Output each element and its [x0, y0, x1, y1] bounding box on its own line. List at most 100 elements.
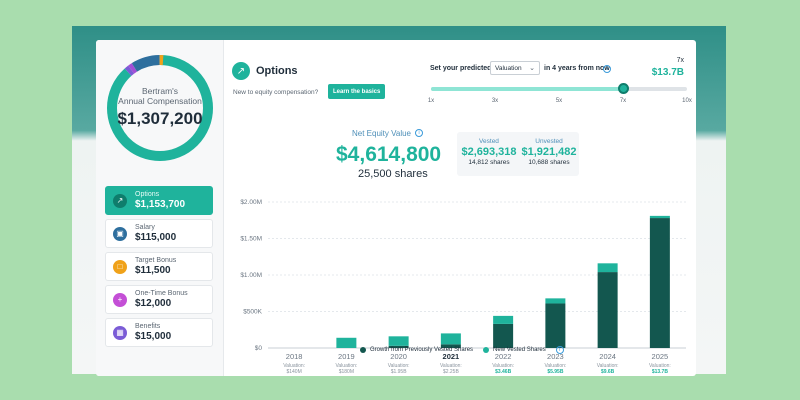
valuation-caption: Valuation:: [335, 363, 357, 369]
sidebar-item-label: Benefits: [135, 322, 161, 330]
chart-legend: Growth from Previously Vested Shares New…: [360, 346, 564, 354]
slider-ticks: 1x 3x 5x 7x 10x: [427, 98, 692, 108]
trend-up-icon: ↗: [232, 62, 250, 80]
vested-value: $2,693,318: [461, 146, 517, 158]
slider-tick-7x: 7x: [619, 98, 627, 104]
valuation-caption: Valuation:: [440, 363, 462, 369]
equity-chart: $0$500K$1.00M$1.50M$2.00M2018Valuation:$…: [240, 199, 686, 375]
vested-column: Vested $2,693,318 14,812 shares: [460, 138, 518, 166]
slider-fill: [431, 87, 623, 91]
valuation-caption: Valuation:: [388, 363, 410, 369]
valuation-value: $180M: [339, 369, 354, 375]
slider-tick-1x: 1x: [427, 98, 435, 104]
predictor-select[interactable]: Valuation ⌄: [490, 61, 540, 75]
bar-2020-vested-growth[interactable]: [388, 345, 409, 348]
valuation-caption: Valuation:: [649, 363, 671, 369]
sidebar-item-value: $15,000: [135, 330, 172, 342]
unvested-label: Unvested: [535, 138, 563, 145]
y-tick-label: $500K: [243, 309, 262, 316]
x-tick-label: 2024: [599, 352, 616, 361]
bonus-icon: □: [113, 259, 127, 274]
net-equity-value: $4,614,800: [336, 143, 442, 166]
donut-subtitle: Annual Compensation: [118, 96, 202, 106]
bar-2021-new-vested[interactable]: [440, 333, 461, 345]
employee-name: Bertram's: [141, 86, 179, 96]
bar-2024-vested-growth[interactable]: [597, 272, 618, 348]
valuation-caption: Valuation:: [492, 363, 514, 369]
valuation-caption: Valuation:: [544, 363, 566, 369]
valuation-value: $140M: [286, 369, 301, 375]
x-tick-label: 2021: [443, 352, 460, 361]
sidebar-item-salary[interactable]: ▣ Salary $115,000: [105, 219, 213, 248]
unvested-value: $1,921,482: [521, 146, 577, 158]
legend-swatch-new-vested: [483, 347, 490, 353]
valuation-slider[interactable]: [431, 83, 687, 94]
compensation-card: Bertram's Annual Compensation $1,307,200…: [96, 40, 696, 376]
unvested-column: Unvested $1,921,482 10,688 shares: [520, 138, 578, 166]
equity-prompt: New to equity compensation?: [233, 89, 319, 96]
sidebar: Bertram's Annual Compensation $1,307,200…: [96, 40, 224, 376]
x-tick-label: 2022: [495, 352, 512, 361]
cash-icon: ▣: [113, 226, 127, 241]
sidebar-item-label: Target Bonus: [135, 256, 177, 264]
slider-handle[interactable]: [618, 83, 629, 94]
multiplier-label: 7x: [676, 57, 684, 64]
predictor-label: Set your predicted: [430, 65, 492, 72]
valuation-value: $2.25B: [443, 369, 460, 375]
x-tick-label: 2020: [390, 352, 407, 361]
chevron-down-icon: ⌄: [529, 65, 535, 72]
multiplier-valuation: $13.7B: [651, 67, 684, 78]
sidebar-item-target-bonus[interactable]: □ Target Bonus $11,500: [105, 252, 213, 281]
sidebar-item-label: One-Time Bonus: [135, 289, 188, 297]
bar-2025-new-vested[interactable]: [649, 215, 670, 219]
y-tick-label: $1.00M: [240, 272, 262, 279]
legend-new-vested: New Vested Shares: [493, 347, 546, 353]
legend-swatch-vested-growth: [360, 347, 366, 353]
valuation-value: $1.95B: [391, 369, 408, 375]
x-tick-label: 2023: [547, 352, 564, 361]
sidebar-item-options[interactable]: ↗ Options $1,153,700: [105, 186, 213, 215]
x-tick-label: 2025: [652, 352, 669, 361]
valuation-value: $5.95B: [547, 369, 564, 375]
y-tick-label: $2.00M: [240, 199, 262, 206]
donut-segment-target-bonus[interactable]: [107, 55, 213, 161]
y-tick-label: $1.50M: [240, 236, 262, 243]
valuation-caption: Valuation:: [597, 363, 619, 369]
sidebar-item-one-time-bonus[interactable]: + One-Time Bonus $12,000: [105, 285, 213, 314]
bar-2023-new-vested[interactable]: [545, 298, 566, 304]
compensation-donut: [107, 55, 213, 161]
info-icon[interactable]: i: [415, 129, 423, 137]
bar-2022-vested-growth[interactable]: [493, 323, 514, 348]
info-icon[interactable]: i: [603, 65, 611, 73]
bar-2019-new-vested[interactable]: [336, 337, 357, 348]
donut-label: Bertram's Annual Compensation $1,307,200: [104, 86, 216, 129]
sidebar-item-label: Options: [135, 190, 160, 198]
bar-2021-vested-growth[interactable]: [440, 344, 461, 348]
bar-2024-new-vested[interactable]: [597, 263, 618, 273]
unvested-shares: 10,688 shares: [528, 159, 570, 166]
net-equity-label: Net Equity Value: [352, 129, 411, 138]
sidebar-item-value: $12,000: [135, 297, 172, 309]
trend-up-icon: ↗: [113, 193, 127, 208]
valuation-value: $13.7B: [652, 369, 669, 375]
total-compensation: $1,307,200: [117, 109, 203, 128]
sidebar-item-value: $115,000: [135, 231, 177, 243]
sidebar-item-label: Salary: [135, 223, 155, 231]
bar-2025-vested-growth[interactable]: [649, 218, 670, 348]
compensation-list: ↗ Options $1,153,700 ▣ Salary $115,000 □…: [105, 186, 213, 351]
bar-2022-new-vested[interactable]: [493, 315, 514, 324]
page-title: Options: [256, 65, 298, 77]
bar-2023-vested-growth[interactable]: [545, 303, 566, 348]
learn-basics-button[interactable]: Learn the basics: [328, 84, 386, 99]
plus-icon: +: [113, 292, 127, 307]
x-tick-label: 2019: [338, 352, 355, 361]
predictor-suffix: in 4 years from now: [544, 65, 610, 72]
options-panel: ↗ Options New to equity compensation? Le…: [224, 40, 696, 376]
info-icon[interactable]: i: [555, 346, 564, 354]
valuation-value: $3.46B: [495, 369, 512, 375]
slider-tick-10x: 10x: [682, 98, 692, 104]
sidebar-item-value: $11,500: [135, 264, 171, 276]
sidebar-item-benefits[interactable]: ▦ Benefits $15,000: [105, 318, 213, 347]
slider-tick-5x: 5x: [555, 98, 563, 104]
bar-2020-new-vested[interactable]: [388, 336, 409, 346]
